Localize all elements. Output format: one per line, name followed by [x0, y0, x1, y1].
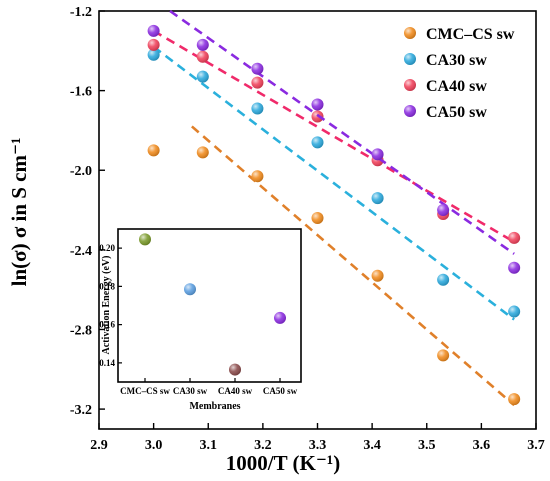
data-point: [508, 393, 521, 406]
data-point: [311, 212, 324, 225]
inset-y-axis-label: Activation Energy (eV): [101, 256, 112, 355]
y-tick-label: -2.0: [70, 164, 92, 179]
data-point: [371, 192, 384, 205]
data-point: [371, 269, 384, 282]
legend-item: CA40 sw: [404, 78, 487, 95]
x-tick-label: 3.0: [145, 438, 163, 453]
data-point: [508, 261, 521, 274]
data-point: [251, 76, 264, 89]
fit-line: [152, 29, 515, 244]
x-axis-label: 1000/T (K⁻¹): [226, 451, 340, 475]
data-point: [437, 273, 450, 286]
x-tick-label: 3.5: [418, 438, 436, 453]
legend-item: CMC–CS sw: [404, 26, 515, 43]
inset-data-point: [184, 283, 196, 296]
x-tick-label: 3.6: [473, 438, 491, 453]
y-axis-label: ln(σ) σ in S cm⁻¹: [7, 138, 31, 287]
legend-marker: [404, 53, 416, 65]
inset-frame: [117, 228, 302, 383]
x-tick-label: 3.1: [200, 438, 218, 453]
data-point: [196, 38, 209, 51]
legend-marker: [404, 27, 416, 39]
data-point: [196, 50, 209, 63]
inset-y-tick-label: 0.16: [99, 320, 115, 330]
data-point: [147, 38, 160, 51]
legend-label: CA40 sw: [426, 78, 487, 95]
y-tick-label: -3.2: [70, 403, 92, 418]
inset-data-point: [229, 363, 241, 376]
fit-line: [191, 125, 516, 407]
y-tick-label: -2.4: [70, 244, 92, 259]
inset-y-tick-label: 0.14: [99, 358, 115, 368]
inset-data-point: [139, 233, 151, 246]
inset-x-tick-label: CA30 sw: [173, 386, 208, 396]
fit-line: [152, 45, 515, 321]
fit-line: [169, 9, 515, 255]
data-point: [147, 144, 160, 157]
data-point: [251, 62, 264, 75]
data-point: [508, 231, 521, 244]
data-point: [311, 98, 324, 111]
axis-labels: 1000/T (K⁻¹) ln(σ) σ in S cm⁻¹ Membranes…: [7, 138, 340, 475]
legend-marker: [404, 105, 416, 117]
data-point: [147, 48, 160, 61]
data-point: [508, 305, 521, 318]
inset-y-tick-label: 0.20: [99, 243, 115, 253]
legend-label: CMC–CS sw: [426, 26, 515, 43]
inset-x-tick-label: CMC–CS sw: [120, 386, 170, 396]
legend: CMC–CS sw CA30 sw CA40 sw CA50 sw: [404, 26, 515, 121]
x-tick-label: 2.9: [90, 438, 108, 453]
legend-item: CA50 sw: [404, 104, 487, 121]
inset-plot: 0.20 0.18 0.16 0.14 CMC–CS sw CA30 sw CA40 sw C…: [99, 228, 302, 396]
data-point: [371, 148, 384, 161]
inset-x-axis-label: Membranes: [189, 401, 240, 412]
inset-y-tick-label: 0.18: [99, 281, 115, 291]
x-tick-label: 3.4: [363, 438, 381, 453]
inset-data-point: [274, 311, 286, 324]
y-tick-label: -1.2: [70, 5, 92, 20]
data-point: [196, 70, 209, 83]
legend-label: CA30 sw: [426, 52, 487, 69]
legend-label: CA50 sw: [426, 104, 487, 121]
data-point: [311, 136, 324, 149]
data-point: [437, 204, 450, 217]
x-tick-label: 3.7: [527, 438, 545, 453]
series-1: [147, 125, 521, 407]
y-tick-label: -1.6: [70, 85, 92, 100]
legend-marker: [404, 79, 416, 91]
data-point: [437, 349, 450, 362]
x-tick-label: 3.3: [309, 438, 327, 453]
inset-x-tick-label: CA50 sw: [263, 386, 298, 396]
legend-item: CA30 sw: [404, 52, 487, 69]
data-point: [251, 102, 264, 115]
series-4: [147, 9, 521, 274]
data-point: [147, 24, 160, 37]
x-tick-label: 3.2: [254, 438, 272, 453]
main-plot: 2.9 3.0 3.1 3.2 3.3 3.4 3.5 3.6 3.7 -1.2 -1.6 -2.0 -…: [70, 5, 545, 453]
data-point: [196, 146, 209, 159]
data-point: [251, 170, 264, 183]
series-2: [147, 45, 521, 321]
y-tick-label: -2.8: [70, 323, 92, 338]
inset-x-tick-label: CA40 sw: [218, 386, 253, 396]
